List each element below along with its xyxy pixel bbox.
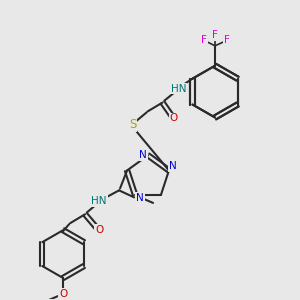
Text: O: O: [59, 289, 67, 299]
Text: HN: HN: [91, 196, 107, 206]
Text: N: N: [139, 150, 147, 160]
Text: F: F: [212, 30, 218, 40]
Text: N: N: [136, 193, 144, 203]
Text: O: O: [95, 225, 103, 235]
Text: F: F: [224, 35, 230, 45]
Text: F: F: [201, 35, 207, 45]
Text: S: S: [129, 118, 136, 131]
Text: HN: HN: [171, 84, 186, 94]
Text: N: N: [169, 161, 177, 172]
Text: O: O: [169, 113, 178, 124]
